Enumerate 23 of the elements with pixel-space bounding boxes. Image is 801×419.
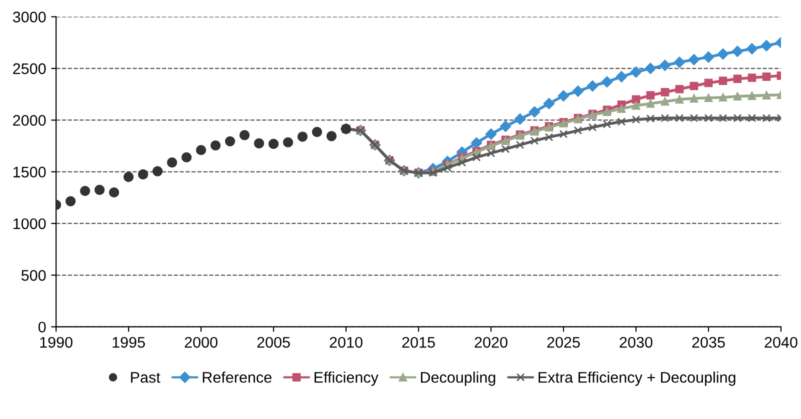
x-tick-label: 1990 <box>40 336 72 348</box>
x-tick-label: 2015 <box>402 336 435 348</box>
x-tick-label: 2005 <box>257 336 290 348</box>
y-tick-label: 2500 <box>13 63 46 74</box>
x-tick-label: 1995 <box>112 336 145 348</box>
x-tick-label: 2040 <box>764 336 798 348</box>
x-tick-label: 2030 <box>620 336 652 348</box>
legend-label: Reference <box>202 372 272 383</box>
y-tick-label: 3000 <box>12 12 46 22</box>
y-tick-label: 1000 <box>14 218 46 230</box>
y-tick-label: 1500 <box>14 166 46 178</box>
x-tick-label: 2035 <box>692 336 725 348</box>
x-tick-label: 2010 <box>330 336 362 348</box>
y-tick-label: 500 <box>21 270 46 281</box>
y-tick-label: 2000 <box>13 114 46 126</box>
legend-label: Past <box>131 372 160 383</box>
legend-label: Decoupling <box>420 372 496 386</box>
legend-label: Extra Efficiency + Decoupling <box>538 372 736 386</box>
x-tick-label: 2000 <box>184 336 218 348</box>
x-tick-label: 2020 <box>474 336 508 348</box>
legend-label: Efficiency <box>314 372 378 386</box>
y-tick-label: 0 <box>38 322 46 333</box>
x-tick-label: 2025 <box>547 336 580 348</box>
